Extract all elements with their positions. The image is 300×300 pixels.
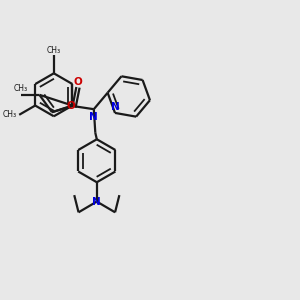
Text: N: N xyxy=(89,112,98,122)
Text: CH₃: CH₃ xyxy=(3,110,17,119)
Text: CH₃: CH₃ xyxy=(14,84,28,93)
Text: N: N xyxy=(92,196,101,207)
Text: CH₃: CH₃ xyxy=(47,46,61,55)
Text: O: O xyxy=(73,76,82,87)
Text: N: N xyxy=(111,102,119,112)
Text: O: O xyxy=(67,100,75,110)
